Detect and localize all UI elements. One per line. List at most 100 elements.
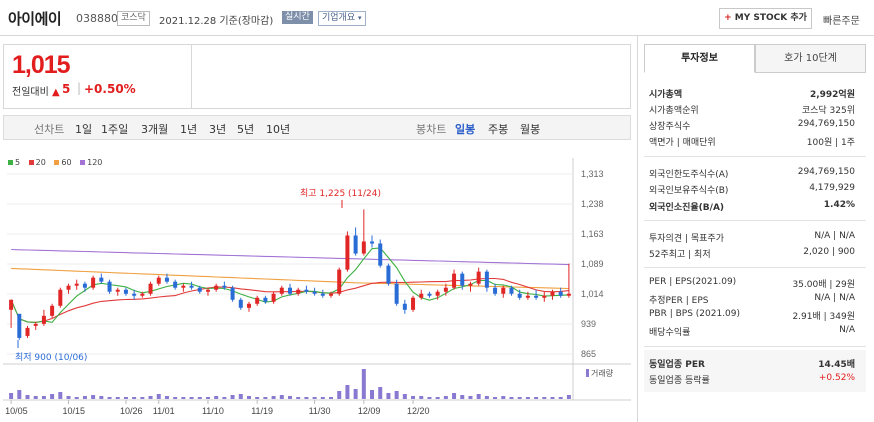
invest-tabs: 투자정보 호가 10단계 (644, 44, 866, 73)
invest-row-value: N/A (839, 325, 855, 335)
candle-body (558, 291, 563, 296)
candle-body (288, 287, 292, 294)
volume-bar (99, 396, 104, 399)
volume-bar (189, 397, 194, 399)
invest-row-label: 시가총액 (649, 90, 683, 100)
candle-body (566, 293, 571, 296)
candle-body (205, 289, 210, 292)
period-3y[interactable]: 3년 (209, 123, 227, 136)
candle-body (132, 293, 137, 296)
volume-bar (132, 397, 137, 399)
change-divider: | (77, 81, 82, 95)
change-percent: +0.50% (84, 82, 136, 96)
candle-body (148, 283, 153, 294)
candlestick-chart-svg: 1,313 1,238 1,163 1,089 1,014 939 865 10/05 10/1… (3, 158, 631, 416)
invest-row-label: 동일업종 등락률 (649, 376, 710, 386)
candle-body (402, 303, 407, 310)
invest-row-label: 추정PER | EPS (649, 296, 709, 306)
volume-bar (550, 397, 555, 399)
period-1d[interactable]: 1일 (75, 123, 93, 136)
volume-bar (140, 397, 145, 399)
candle-monthly[interactable]: 월봉 (520, 123, 541, 136)
invest-row: PBR | BPS (2021.09) 2.91배 | 349원 (649, 309, 855, 323)
candle-body (460, 273, 465, 286)
invest-row-value: 4,179,929 (809, 183, 855, 193)
volume-bar (58, 392, 63, 399)
candle-body (181, 285, 186, 288)
volume-bar (435, 397, 440, 399)
period-5y[interactable]: 5년 (237, 123, 255, 136)
volume-bar (17, 390, 22, 399)
candle-body (501, 287, 506, 294)
volume-bar (263, 397, 268, 399)
period-10y[interactable]: 10년 (266, 123, 291, 136)
volume-bar (271, 396, 276, 399)
company-info-dropdown[interactable]: 기업개요 ▾ (318, 11, 366, 26)
period-1w[interactable]: 1주일 (101, 123, 129, 136)
candle-body (517, 293, 522, 298)
y-tick-label: 939 (581, 319, 596, 329)
chevron-down-icon: ▾ (358, 14, 362, 22)
invest-row-label: 액면가 | 매매단위 (649, 138, 716, 148)
price-chart[interactable]: 1,313 1,238 1,163 1,089 1,014 939 865 10/05 10/1… (3, 150, 631, 422)
tab-invest-info[interactable]: 투자정보 (644, 44, 755, 73)
invest-row: 외국인보유주식수(B) 4,179,929 (649, 183, 855, 197)
price-detail-area (191, 44, 631, 109)
volume-bar (411, 396, 416, 399)
candle-body (378, 243, 383, 266)
candle-body (476, 271, 481, 284)
volume-bar (345, 385, 350, 399)
quick-order-link[interactable]: 빠른주문 (823, 16, 860, 27)
realtime-button[interactable]: 실시간 (282, 11, 313, 24)
ma60-line (11, 267, 569, 290)
volume-bar (476, 394, 481, 399)
candle-daily[interactable]: 일봉 (455, 123, 476, 136)
invest-row-value: 294,769,150 (797, 119, 855, 129)
candle-body (394, 283, 399, 304)
period-3m[interactable]: 3개월 (141, 123, 169, 136)
invest-row: 시가총액순위 코스닥 325위 (649, 103, 855, 117)
x-tick-label: 10/15 (63, 406, 86, 416)
market-badge: 코스닥 (117, 11, 150, 26)
candle-weekly[interactable]: 주봉 (488, 123, 509, 136)
volume-bar (386, 393, 391, 399)
volume-bar (501, 396, 506, 399)
period-selector: 선차트 1일 1주일 3개월 1년 3년 5년 10년 봉차트 일봉 주봉 월봉 (3, 115, 631, 140)
volume-bar (353, 389, 358, 399)
candle-body (50, 305, 55, 316)
candle-body (525, 295, 530, 298)
invest-row-label: 동일업종 PER (649, 360, 705, 370)
high-annotation: 최고 1,225 (11/24) (300, 188, 381, 199)
volume-bar (115, 397, 120, 399)
invest-row-value: +0.52% (818, 373, 855, 383)
invest-row-value: 2,992억원 (809, 90, 855, 100)
candle-body (58, 289, 63, 306)
period-1y[interactable]: 1년 (180, 123, 198, 136)
volume-bar (419, 396, 424, 399)
volume-bar (558, 397, 563, 399)
volume-bar (452, 393, 457, 399)
volume-bar (255, 397, 260, 399)
volume-bar (173, 397, 178, 399)
volume-bar (279, 395, 284, 399)
volume-bar (9, 393, 14, 399)
candle-body (452, 273, 457, 288)
invest-row-label: 상장주식수 (649, 122, 691, 132)
candle-body (509, 287, 514, 294)
candle-body (173, 281, 178, 288)
invest-row-label: 외국인소진율(B/A) (649, 203, 725, 213)
add-mystock-button[interactable]: + MY STOCK 추가 (719, 8, 812, 29)
tab-orderbook[interactable]: 호가 10단계 (755, 44, 866, 73)
candle-body (353, 235, 358, 254)
invest-row: 시가총액 2,992억원 (649, 87, 855, 101)
volume-bar (493, 397, 498, 399)
y-tick-label: 865 (581, 349, 596, 359)
invest-row: 외국인소진율(B/A) 1.42% (649, 200, 855, 214)
candle-body (189, 285, 194, 288)
volume-bar (509, 397, 514, 399)
invest-row: 액면가 | 매매단위 100원 | 1주 (649, 135, 855, 149)
volume-bar (246, 396, 251, 399)
candle-body (312, 291, 317, 294)
candle-body (263, 297, 268, 302)
